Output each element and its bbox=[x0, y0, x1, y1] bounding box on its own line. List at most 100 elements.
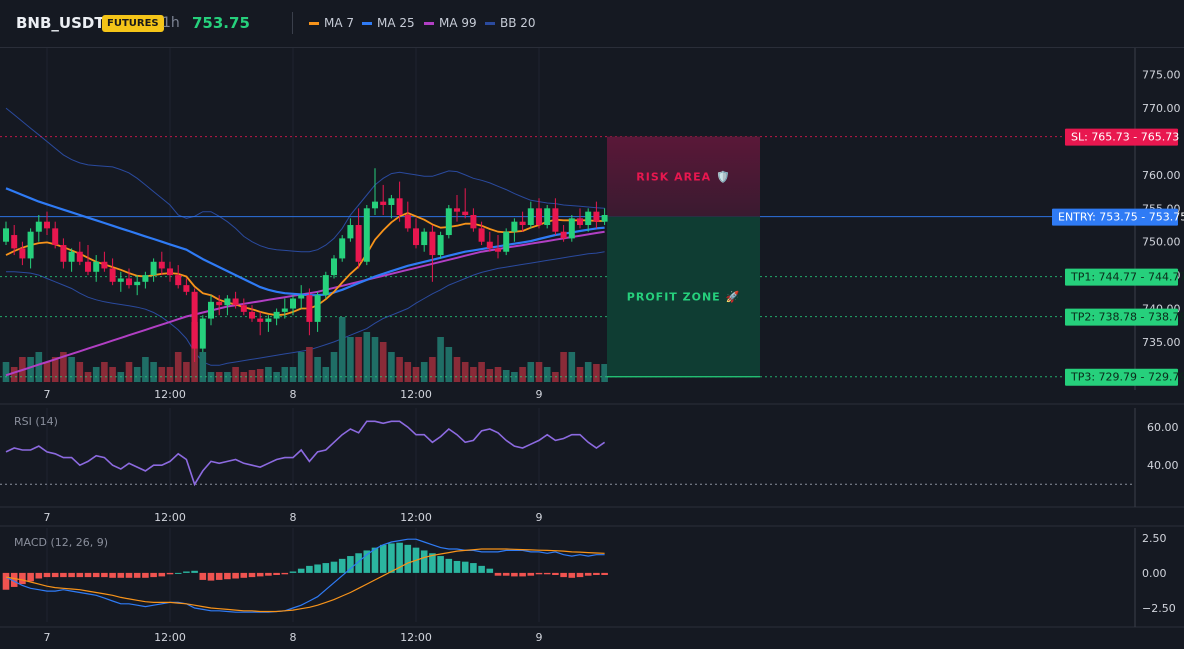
candle-body[interactable] bbox=[85, 261, 91, 272]
candle-body[interactable] bbox=[76, 251, 83, 262]
candle-body[interactable] bbox=[216, 301, 223, 306]
candle-body[interactable] bbox=[601, 215, 608, 222]
candle-body[interactable] bbox=[208, 301, 214, 319]
candle-body[interactable] bbox=[265, 318, 272, 322]
candle-body[interactable] bbox=[257, 318, 264, 322]
candle-body[interactable] bbox=[191, 291, 198, 349]
level-tag-sl[interactable]: SL: 765.73 - 765.73 bbox=[1065, 128, 1179, 146]
candle-body[interactable] bbox=[470, 215, 477, 229]
candle-body[interactable] bbox=[101, 261, 108, 269]
candle-body[interactable] bbox=[93, 261, 100, 272]
candle-body[interactable] bbox=[454, 208, 460, 212]
candle-body[interactable] bbox=[363, 208, 370, 262]
symbol-name[interactable]: BNB_USDT bbox=[16, 14, 105, 32]
candle-body[interactable] bbox=[355, 225, 362, 262]
candle-body[interactable] bbox=[495, 248, 501, 252]
candle-body[interactable] bbox=[380, 201, 387, 205]
price-tick-label: 735.00 bbox=[1142, 336, 1181, 349]
candle-body[interactable] bbox=[290, 298, 296, 309]
candle-body[interactable] bbox=[372, 201, 378, 209]
candle-body[interactable] bbox=[544, 208, 551, 226]
candle-body[interactable] bbox=[511, 221, 518, 232]
candle-body[interactable] bbox=[183, 285, 190, 292]
candle-body[interactable] bbox=[577, 218, 583, 226]
candle-body[interactable] bbox=[478, 228, 485, 242]
level-tag-entry[interactable]: ENTRY: 753.75 - 753.75 bbox=[1052, 208, 1184, 226]
rsi-pane[interactable]: RSI (14) 40.00 60.00 bbox=[0, 415, 1179, 487]
candle-body[interactable] bbox=[150, 261, 157, 276]
candle-body[interactable] bbox=[413, 228, 419, 246]
candle-body[interactable] bbox=[298, 295, 305, 299]
candle-body[interactable] bbox=[486, 241, 493, 249]
profit-zone[interactable] bbox=[607, 216, 760, 377]
candle-body[interactable] bbox=[199, 318, 206, 349]
candle-body[interactable] bbox=[585, 211, 592, 226]
candle-body[interactable] bbox=[445, 208, 452, 236]
candle-body[interactable] bbox=[527, 208, 534, 226]
candle-body[interactable] bbox=[314, 295, 321, 322]
candle-body[interactable] bbox=[396, 198, 403, 215]
legend-ma99[interactable]: MA 99 bbox=[424, 16, 477, 30]
candle-body[interactable] bbox=[68, 251, 75, 262]
candle-body[interactable] bbox=[240, 305, 247, 312]
candle-body[interactable] bbox=[126, 278, 132, 286]
candle-body[interactable] bbox=[109, 268, 116, 282]
candle-body[interactable] bbox=[249, 311, 255, 319]
candle-body[interactable] bbox=[519, 221, 526, 226]
candle-body[interactable] bbox=[437, 235, 444, 256]
candle-body[interactable] bbox=[52, 228, 59, 246]
candle-body[interactable] bbox=[142, 275, 149, 282]
candle-body[interactable] bbox=[347, 225, 354, 239]
candle-body[interactable] bbox=[158, 261, 165, 269]
timeframe-label[interactable]: 1h bbox=[162, 15, 180, 31]
candle-body[interactable] bbox=[462, 211, 469, 215]
candle-body[interactable] bbox=[404, 215, 411, 229]
candle-body[interactable] bbox=[117, 278, 124, 282]
legend-ma25[interactable]: MA 25 bbox=[362, 16, 415, 30]
legend-ma7[interactable]: MA 7 bbox=[309, 16, 354, 30]
candle-body[interactable] bbox=[167, 268, 173, 276]
candle-body[interactable] bbox=[388, 198, 395, 205]
candle-body[interactable] bbox=[552, 208, 559, 232]
candle-body[interactable] bbox=[3, 228, 9, 242]
candle-body[interactable] bbox=[35, 221, 42, 232]
candle-body[interactable] bbox=[60, 245, 67, 262]
candle-body[interactable] bbox=[175, 275, 182, 286]
macd-histogram-bar bbox=[35, 572, 43, 579]
level-tag-tp[interactable]: TP2: 738.78 - 738.78 bbox=[1065, 308, 1184, 326]
candle-body[interactable] bbox=[322, 275, 329, 296]
macd-pane[interactable]: MACD (12, 26, 9) 2.50 0.00 −2.50 bbox=[2, 532, 1176, 615]
candle-body[interactable] bbox=[429, 231, 436, 256]
candle-body[interactable] bbox=[281, 308, 288, 312]
volume-bar bbox=[158, 367, 166, 382]
time-tick-label: 7 bbox=[44, 511, 51, 524]
candle-body[interactable] bbox=[421, 231, 428, 246]
level-tag-tp[interactable]: TP1: 744.77 - 744.77 bbox=[1065, 268, 1184, 286]
candle-body[interactable] bbox=[19, 248, 26, 259]
candle-body[interactable] bbox=[224, 298, 231, 306]
candle-body[interactable] bbox=[27, 231, 34, 259]
risk-area-zone[interactable] bbox=[607, 136, 760, 217]
legend-bb20[interactable]: BB 20 bbox=[485, 16, 536, 30]
macd-histogram-bar bbox=[478, 565, 485, 573]
candle-body[interactable] bbox=[568, 218, 575, 239]
macd-histogram-bar bbox=[125, 572, 133, 578]
candle-body[interactable] bbox=[339, 238, 346, 259]
candle-body[interactable] bbox=[44, 221, 50, 229]
legend-swatch-bb20 bbox=[485, 21, 495, 25]
level-tag-text: SL: 765.73 - 765.73 bbox=[1071, 131, 1179, 144]
price-pane[interactable]: RISK AREA 🛡️ PROFIT ZONE 🚀 bbox=[0, 107, 1135, 382]
candle-body[interactable] bbox=[306, 295, 313, 322]
candle-body[interactable] bbox=[273, 311, 280, 319]
level-tag-tp[interactable]: TP3: 729.79 - 729.79 bbox=[1065, 368, 1184, 386]
candle-body[interactable] bbox=[593, 211, 600, 222]
candle-body[interactable] bbox=[232, 298, 239, 306]
macd-histogram-bar bbox=[420, 550, 428, 573]
candle-body[interactable] bbox=[134, 281, 141, 286]
candle-body[interactable] bbox=[331, 258, 337, 276]
candle-body[interactable] bbox=[536, 208, 542, 226]
candle-body[interactable] bbox=[11, 235, 18, 249]
candle-body[interactable] bbox=[560, 231, 567, 239]
candle-body[interactable] bbox=[503, 231, 510, 252]
